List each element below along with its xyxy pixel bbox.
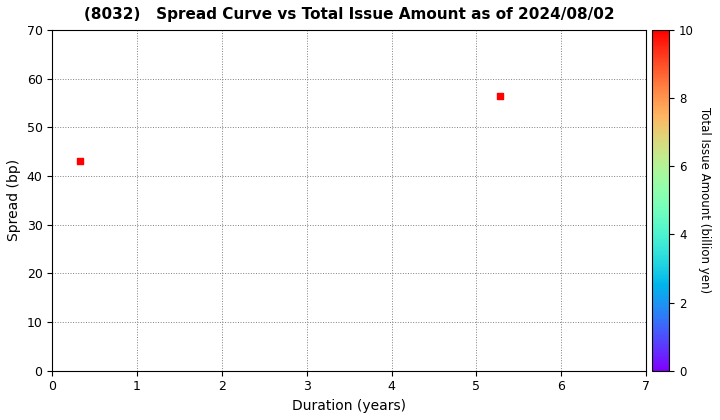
X-axis label: Duration (years): Duration (years) bbox=[292, 399, 406, 413]
Point bbox=[74, 158, 86, 165]
Title: (8032)   Spread Curve vs Total Issue Amount as of 2024/08/02: (8032) Spread Curve vs Total Issue Amoun… bbox=[84, 7, 614, 22]
Point bbox=[495, 92, 506, 99]
Y-axis label: Spread (bp): Spread (bp) bbox=[7, 159, 21, 242]
Y-axis label: Total Issue Amount (billion yen): Total Issue Amount (billion yen) bbox=[698, 108, 711, 294]
